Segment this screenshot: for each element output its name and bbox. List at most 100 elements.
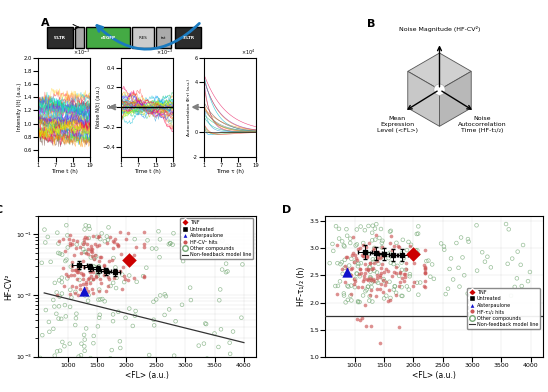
Point <box>186 297 195 303</box>
Point <box>363 253 372 260</box>
Point <box>84 235 93 241</box>
Point <box>57 316 66 322</box>
Point <box>142 265 151 271</box>
Point <box>512 275 521 281</box>
Point <box>216 286 225 292</box>
Point <box>385 296 394 303</box>
Point <box>370 268 379 274</box>
Point <box>454 265 463 271</box>
Point <box>80 287 89 294</box>
Point <box>60 283 68 289</box>
Point <box>95 232 104 239</box>
Point <box>89 340 98 347</box>
X-axis label: Time t (h): Time t (h) <box>51 169 78 174</box>
Point <box>371 250 380 257</box>
Point <box>145 352 153 358</box>
Point <box>401 270 409 277</box>
Point <box>351 259 359 265</box>
Point <box>49 297 58 303</box>
Point <box>464 236 472 242</box>
Point <box>352 226 361 232</box>
Text: $\times10^{-3}$: $\times10^{-3}$ <box>156 47 173 56</box>
Point <box>439 243 448 250</box>
Point <box>82 250 90 256</box>
Point <box>340 257 349 263</box>
Point <box>463 290 472 297</box>
Point <box>74 354 83 360</box>
Point <box>94 264 103 270</box>
Point <box>130 312 139 319</box>
Point <box>373 254 382 260</box>
Point <box>86 273 95 279</box>
Point <box>83 246 92 252</box>
Point <box>406 273 414 279</box>
Point <box>352 270 361 277</box>
Point <box>349 250 358 257</box>
Point <box>347 283 356 289</box>
Point <box>66 304 75 310</box>
Point <box>55 303 64 309</box>
Point <box>501 221 510 227</box>
Point <box>123 230 132 236</box>
Point <box>395 244 403 250</box>
Point <box>386 229 395 235</box>
Point <box>366 274 374 280</box>
Point <box>482 290 490 296</box>
Point <box>45 328 54 335</box>
Point <box>368 256 377 262</box>
Text: D: D <box>282 205 291 215</box>
Point <box>364 284 373 290</box>
Point <box>120 279 129 285</box>
Point <box>464 238 473 245</box>
Point <box>63 232 72 238</box>
Point <box>351 242 360 249</box>
Circle shape <box>434 84 445 95</box>
Point <box>346 272 355 278</box>
Point <box>374 280 383 286</box>
Point <box>92 243 101 249</box>
Point <box>403 247 412 253</box>
Point <box>360 252 369 259</box>
Point <box>202 321 210 327</box>
Point <box>89 256 98 262</box>
Point <box>409 282 418 289</box>
Point <box>75 243 84 250</box>
Point <box>73 292 82 298</box>
Point <box>357 252 366 258</box>
Point <box>331 283 340 289</box>
Point <box>140 272 149 279</box>
Point <box>98 230 106 236</box>
Point <box>379 277 388 283</box>
Point <box>409 260 418 266</box>
Point <box>53 291 61 298</box>
Point <box>121 276 129 282</box>
Point <box>81 348 89 354</box>
Point <box>84 298 93 304</box>
Point <box>87 243 95 249</box>
Point <box>96 254 105 261</box>
Point <box>61 313 70 319</box>
Point <box>166 240 175 247</box>
Point <box>366 260 375 267</box>
Point <box>89 290 98 296</box>
Point <box>92 273 100 279</box>
Point <box>365 292 374 298</box>
Point <box>90 255 99 261</box>
Point <box>346 240 355 246</box>
Point <box>91 264 100 270</box>
Point <box>404 287 413 293</box>
Point <box>69 272 78 278</box>
Point <box>105 234 114 240</box>
FancyBboxPatch shape <box>156 27 171 48</box>
Point <box>113 242 122 249</box>
Point <box>348 252 357 258</box>
Point <box>359 276 368 283</box>
Point <box>372 256 380 262</box>
Point <box>392 290 401 296</box>
Point <box>72 276 81 282</box>
Point <box>380 295 389 301</box>
Point <box>81 249 89 255</box>
Point <box>100 238 109 245</box>
Point <box>348 265 357 271</box>
Point <box>367 284 376 290</box>
